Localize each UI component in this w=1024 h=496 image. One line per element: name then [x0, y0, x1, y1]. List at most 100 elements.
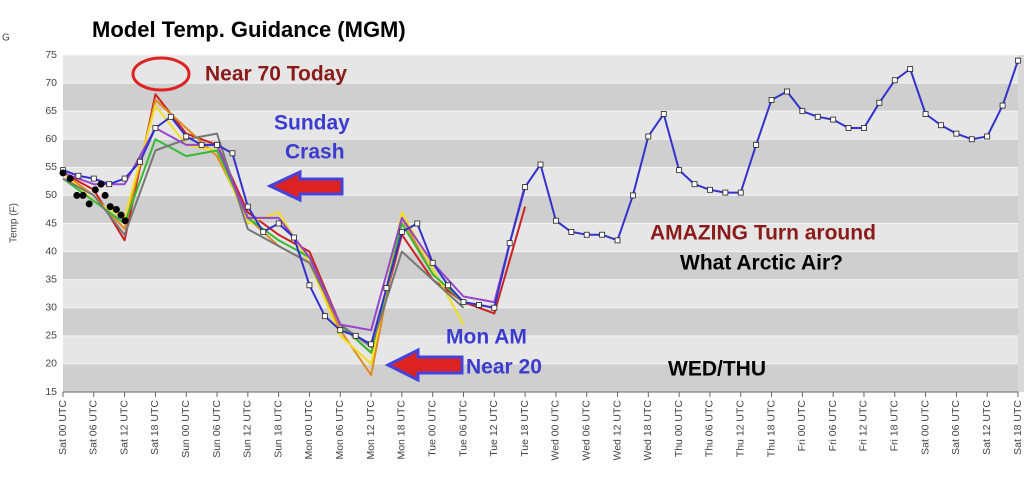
point: [59, 169, 67, 177]
y-tick-label: 15: [45, 386, 57, 398]
point: [876, 99, 883, 106]
arrow: [384, 347, 464, 383]
point: [183, 133, 190, 140]
point: [137, 158, 143, 165]
point: [198, 141, 205, 148]
point: [101, 191, 109, 199]
annotation: Sunday: [274, 112, 350, 135]
point: [117, 211, 125, 219]
point: [922, 111, 929, 117]
annotation: Near 20: [466, 356, 542, 379]
corner-label: G: [2, 33, 10, 44]
y-tick-label: 30: [45, 302, 57, 314]
x-tick-label: Sat 12 UTC: [981, 400, 993, 455]
side-panel: [1018, 55, 1024, 392]
point: [229, 150, 236, 157]
point: [306, 282, 313, 289]
x-tick-label: Tue 00 UTC: [426, 400, 438, 457]
point: [938, 122, 944, 129]
point: [676, 167, 683, 174]
grid-band: [63, 83, 1018, 112]
point: [275, 220, 282, 227]
point: [968, 136, 975, 143]
point: [90, 175, 97, 182]
annotation: Near 70 Today: [205, 63, 347, 86]
point: [784, 88, 790, 95]
arrow: [266, 169, 344, 203]
point: [121, 217, 129, 225]
point: [707, 186, 713, 193]
x-tick-label: Thu 18 UTC: [765, 400, 777, 458]
point: [260, 229, 267, 235]
point: [460, 299, 467, 306]
point: [112, 205, 120, 213]
point: [321, 313, 328, 320]
point: [583, 231, 590, 238]
point: [614, 237, 621, 244]
y-tick-label: 55: [45, 161, 57, 173]
y-axis-label: Temp (F): [9, 203, 20, 243]
annotation: Crash: [285, 141, 345, 164]
x-tick-label: Wed 06 UTC: [580, 400, 592, 461]
point: [491, 304, 498, 311]
y-tick-label: 40: [45, 245, 57, 257]
x-tick-label: Wed 18 UTC: [642, 400, 654, 461]
point: [553, 217, 559, 224]
y-tick-label: 35: [45, 273, 57, 285]
y-tick-label: 65: [45, 105, 57, 117]
x-tick-label: Sat 00 UTC: [57, 400, 69, 455]
x-tick-label: Sat 12 UTC: [118, 400, 130, 455]
point: [152, 125, 159, 131]
x-tick-label: Thu 00 UTC: [673, 400, 685, 458]
point: [91, 186, 99, 194]
point: [121, 175, 128, 182]
annotation: WED/THU: [668, 358, 766, 381]
point: [352, 332, 359, 339]
point: [722, 189, 729, 196]
annotation: What Arctic Air?: [680, 252, 843, 275]
x-tick-label: Tue 06 UTC: [457, 400, 469, 457]
x-tick-label: Tue 18 UTC: [519, 400, 531, 457]
y-tick-label: 60: [45, 133, 57, 145]
x-tick-label: Tue 12 UTC: [488, 400, 500, 457]
annotations: Near 70 Today Sunday Crash AMAZING Turn …: [131, 56, 876, 383]
series-line: [62, 132, 465, 349]
x-tick-label: Mon 00 UTC: [303, 400, 315, 460]
point: [337, 327, 344, 334]
point: [1015, 57, 1021, 64]
point: [383, 285, 390, 291]
point: [691, 181, 698, 188]
point: [737, 189, 744, 196]
point: [445, 282, 451, 289]
x-tick-label: Fri 18 UTC: [889, 400, 901, 452]
point: [167, 113, 174, 120]
x-tick-label: Sat 06 UTC: [950, 400, 962, 455]
x-tick-label: Sun 00 UTC: [180, 400, 192, 458]
x-tick-label: Sat 00 UTC: [919, 400, 931, 455]
annotation: Mon AM: [446, 326, 527, 349]
point: [861, 125, 867, 131]
point: [907, 66, 914, 72]
point: [568, 229, 575, 235]
x-tick-label: Fri 06 UTC: [827, 400, 839, 452]
point: [475, 302, 482, 308]
point: [599, 231, 606, 238]
x-tick-label: Thu 12 UTC: [735, 400, 747, 458]
point: [106, 181, 113, 188]
point: [845, 125, 852, 131]
y-tick-label: 25: [45, 330, 57, 342]
point: [414, 220, 421, 227]
point: [814, 113, 821, 120]
point: [660, 111, 667, 117]
point: [830, 116, 837, 123]
point: [891, 77, 898, 84]
point: [645, 133, 652, 140]
x-tick-label: Mon 12 UTC: [365, 400, 377, 460]
y-tick-label: 75: [45, 49, 57, 61]
point: [506, 240, 513, 247]
x-tick-label: Sat 18 UTC: [1012, 400, 1024, 455]
point: [85, 200, 93, 208]
point: [73, 191, 81, 199]
point: [106, 203, 114, 211]
point: [291, 234, 297, 241]
